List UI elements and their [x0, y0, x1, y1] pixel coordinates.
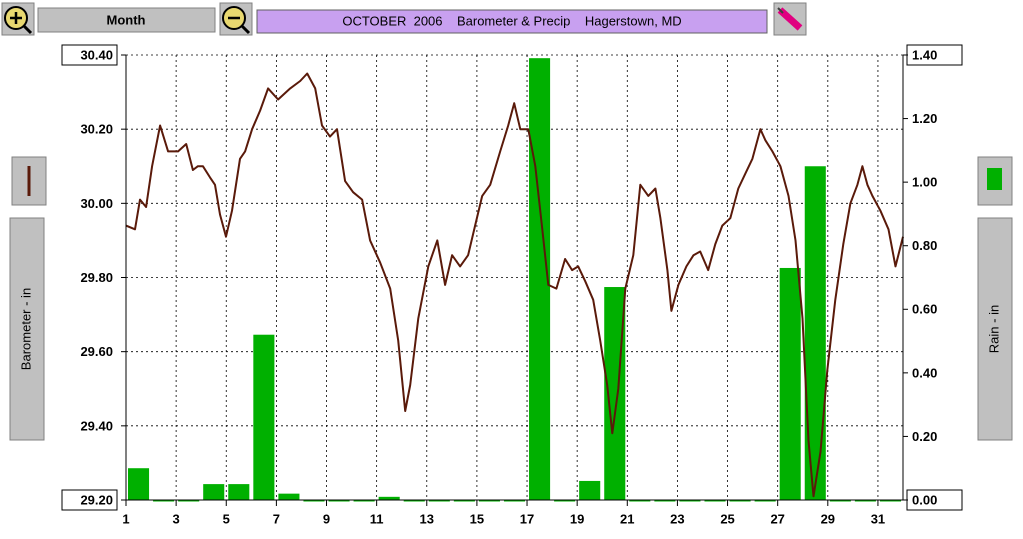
rain-bar [478, 500, 500, 502]
zoom-in-button[interactable] [1, 2, 35, 36]
rain-bar [453, 500, 475, 502]
y-tick-label: 29.60 [80, 344, 113, 359]
x-tick-label: 31 [871, 511, 885, 526]
rain-bar [203, 484, 225, 500]
period-label: Month [107, 12, 146, 27]
y-tick-label: 29.40 [80, 418, 113, 433]
x-tick-label: 1 [122, 511, 129, 526]
rain-bar [228, 484, 250, 500]
rain-bar [253, 334, 275, 500]
y2-tick-label: 0.00 [912, 492, 937, 507]
rain-bar [503, 500, 526, 502]
y2-axis-button[interactable]: Rain - in [977, 217, 1013, 441]
y-tick-label: 29.20 [80, 492, 113, 507]
barometer-line [125, 72, 904, 498]
rain-bar [854, 500, 876, 502]
y2-tick-label: 0.60 [912, 302, 937, 317]
period-button[interactable]: Month [37, 7, 216, 33]
rain-bar [729, 500, 751, 502]
x-tick-label: 19 [570, 511, 584, 526]
rain-bar [629, 500, 651, 502]
y-tick-label: 30.20 [80, 122, 113, 137]
x-tick-label: 25 [720, 511, 734, 526]
rain-bar [554, 500, 576, 502]
y2-tick-label: 1.00 [912, 175, 937, 190]
x-tick-label: 23 [670, 511, 684, 526]
chart-title: OCTOBER 2006 Barometer & Precip Hagersto… [342, 13, 681, 28]
rain-bar [328, 500, 350, 502]
rain-bar [303, 500, 325, 502]
y2-tick-label: 0.20 [912, 429, 937, 444]
barometer-legend-button[interactable] [11, 156, 47, 206]
title-box: OCTOBER 2006 Barometer & Precip Hagersto… [256, 9, 768, 34]
rain-bar [278, 493, 300, 500]
rain-bar [353, 500, 375, 502]
rain-bar [779, 267, 801, 500]
x-tick-label: 29 [821, 511, 835, 526]
x-tick-label: 5 [223, 511, 230, 526]
rain-bar [879, 500, 901, 502]
x-tick-label: 13 [420, 511, 434, 526]
y2-tick-label: 0.40 [912, 365, 937, 380]
rain-legend-button[interactable] [977, 156, 1013, 206]
y-axis-button[interactable]: Barometer - in [9, 217, 45, 441]
y-tick-label: 29.80 [80, 270, 113, 285]
rain-bar [829, 500, 851, 502]
x-tick-label: 21 [620, 511, 634, 526]
y-tick-label: 30.00 [80, 196, 113, 211]
y-tick-box [61, 44, 118, 66]
rain-bar [128, 468, 150, 500]
zoom-out-button[interactable] [219, 2, 253, 36]
x-tick-label: 3 [173, 511, 180, 526]
rain-bar [654, 500, 676, 502]
y2-tick-label: 1.20 [912, 111, 937, 126]
rain-bar [529, 58, 551, 501]
rain-bar [153, 500, 175, 502]
rain-bar [579, 480, 601, 500]
rain-bar [428, 500, 450, 502]
x-tick-label: 11 [370, 511, 384, 526]
rain-bar [403, 500, 425, 502]
y2-tick-label: 0.80 [912, 238, 937, 253]
edit-button[interactable] [773, 2, 807, 36]
rain-bar [604, 287, 626, 500]
y-tick-box [61, 489, 118, 511]
rain-bar [378, 496, 400, 500]
x-tick-label: 27 [770, 511, 784, 526]
y-tick-label: 30.40 [80, 47, 113, 62]
x-tick-label: 7 [273, 511, 280, 526]
x-tick-label: 15 [470, 511, 484, 526]
rain-bar [804, 166, 826, 500]
rain-bar [754, 500, 776, 502]
x-tick-label: 9 [323, 511, 330, 526]
rain-bar [704, 500, 726, 502]
x-tick-label: 17 [520, 511, 534, 526]
y2-tick-label: 1.40 [912, 47, 937, 62]
rain-bar [679, 500, 701, 502]
y-axis-title: Barometer - in [18, 288, 33, 370]
y2-axis-title: Rain - in [986, 305, 1001, 353]
rain-bar [178, 500, 200, 502]
